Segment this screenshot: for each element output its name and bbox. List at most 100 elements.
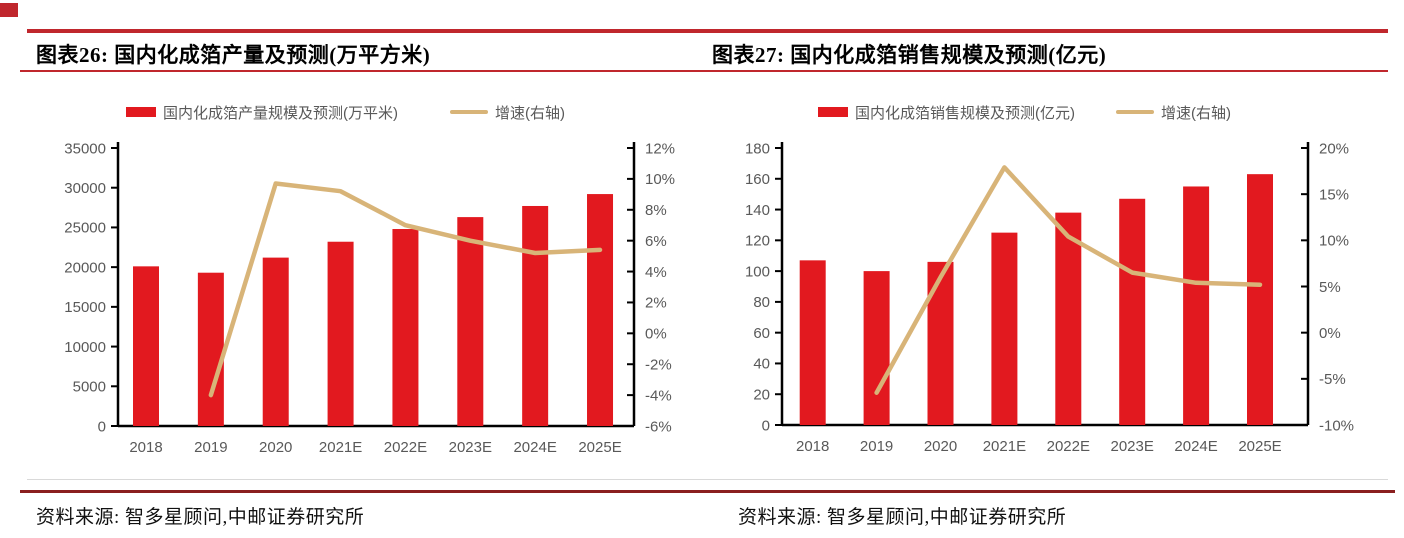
right-axis-tick-label: -2% (645, 356, 672, 373)
growth-line (874, 165, 1263, 395)
figure-26-title: 图表26: 国内化成箔产量及预测(万平方米) (36, 43, 431, 67)
bar-2018 (133, 266, 159, 426)
left-axis-tick-label: 5000 (73, 379, 106, 396)
bar-series-swatch-icon (126, 107, 156, 117)
bar-series-swatch-icon (818, 107, 848, 117)
legend-sales-growth: 增速(右轴) (1116, 103, 1231, 122)
right-axis-tick-label: -6% (645, 418, 672, 435)
x-axis-tick-label: 2020 (259, 439, 292, 456)
bar-2025E (587, 194, 614, 426)
line-series-swatch-icon (450, 109, 488, 115)
bar-2020 (262, 257, 289, 426)
right-axis-tick-label: 5% (1319, 279, 1341, 296)
x-axis-tick-label: 2024E (1174, 438, 1217, 455)
right-axis-tick-label: 15% (1319, 186, 1349, 203)
right-axis-tick-label: 12% (645, 140, 675, 157)
x-axis-tick-label: 2020 (924, 438, 957, 455)
legend-label: 增速(右轴) (1161, 104, 1231, 122)
line-series-swatch-icon (1116, 109, 1154, 115)
right-axis-tick-label: -10% (1319, 417, 1354, 434)
corner-accent-block (0, 3, 18, 17)
right-axis-tick-label: 20% (1319, 140, 1349, 157)
x-axis-tick-label: 2019 (194, 439, 227, 456)
production-combo-chart: 0 5000 10000 15000 20000 25000 30000 35000 -6% -4… (64, 140, 675, 456)
bar-2020 (927, 261, 954, 425)
left-axis-tick-label: 20000 (64, 259, 106, 276)
left-axis-tick-label: 20 (753, 386, 770, 403)
left-axis-tick-label: 40 (753, 356, 770, 373)
left-axis-tick-label: 30000 (64, 180, 106, 197)
right-axis-tick-label: -5% (1319, 371, 1346, 388)
left-axis-tick-label: 100 (745, 263, 770, 280)
sales-combo-chart: 0 20 40 60 80 100 120 140 160 180 -10% -5% 0% 5% 10% 15… (745, 140, 1354, 455)
right-axis-tick-label: 6% (645, 233, 667, 250)
panel-production-chart: 图表26: 国内化成箔产量及预测(万平方米) 国内化成箔产量规模及预测(万平米)… (36, 43, 675, 528)
left-axis-tick-label: 10000 (64, 339, 106, 356)
x-axis-tick-label: 2025E (1238, 438, 1281, 455)
legend-label: 国内化成箔产量规模及预测(万平米) (163, 104, 398, 122)
right-axis-tick-label: 10% (645, 171, 675, 188)
left-axis: 0 20 40 60 80 100 120 140 160 180 (745, 140, 782, 434)
x-axis-tick-label: 2022E (1047, 438, 1090, 455)
panel-sales-chart: 图表27: 国内化成箔销售规模及预测(亿元) 国内化成箔销售规模及预测(亿元) … (702, 0, 1404, 538)
left-axis-tick-label: 160 (745, 171, 770, 188)
x-axis-tick-label: 2022E (384, 439, 427, 456)
x-axis-tick-label: 2018 (129, 439, 162, 456)
left-axis-tick-label: 0 (762, 417, 770, 434)
x-axis-tick-label: 2019 (860, 438, 893, 455)
bars-series (133, 194, 614, 426)
x-axis-tick-label: 2021E (319, 439, 362, 456)
bar-2022E (1055, 212, 1082, 425)
legend-label: 国内化成箔销售规模及预测(亿元) (855, 104, 1075, 122)
right-axis-tick-label: 2% (645, 295, 667, 312)
bar-2018 (799, 260, 826, 425)
legend-production-bars: 国内化成箔产量规模及预测(万平米) (126, 103, 398, 122)
right-axis-tick-label: 0% (645, 326, 667, 343)
right-axis-tick-label: -4% (645, 387, 672, 404)
left-axis-tick-label: 60 (753, 325, 770, 342)
x-axis-tick-label: 2023E (1111, 438, 1154, 455)
legend-sales-bars: 国内化成箔销售规模及预测(亿元) (818, 103, 1075, 122)
x-axis-labels: 2018 2019 2020 2021E 2022E 2023E 2024E 2025E (796, 438, 1282, 455)
bar-2019 (197, 272, 224, 426)
left-axis-tick-label: 180 (745, 140, 770, 157)
x-axis-tick-label: 2025E (578, 439, 621, 456)
left-axis-tick-label: 15000 (64, 299, 106, 316)
bars-series (799, 174, 1273, 425)
growth-line (208, 181, 603, 398)
left-axis-tick-label: 35000 (64, 140, 106, 157)
bar-2024E (1183, 186, 1210, 425)
bar-2019 (863, 271, 890, 425)
bar-2021E (991, 232, 1018, 425)
x-axis-labels: 2018 2019 2020 2021E 2022E 2023E 2024E 2025E (129, 439, 621, 456)
legend-production-growth: 增速(右轴) (450, 103, 565, 122)
source-note-right: 资料来源: 智多星顾问,中邮证券研究所 (738, 507, 1067, 528)
bar-2021E (327, 241, 354, 426)
bar-2023E (1119, 198, 1146, 425)
left-axis-tick-label: 140 (745, 202, 770, 219)
right-axis-tick-label: 10% (1319, 233, 1349, 250)
left-axis-tick-label: 25000 (64, 220, 106, 237)
left-axis-tick-label: 0 (98, 418, 106, 435)
left-axis: 0 5000 10000 15000 20000 25000 30000 35000 (64, 140, 118, 435)
source-divider-rule (20, 490, 1395, 493)
right-axis-tick-label: 0% (1319, 325, 1341, 342)
left-axis-tick-label: 120 (745, 233, 770, 250)
bar-2023E (457, 217, 484, 426)
bar-2022E (392, 229, 419, 426)
source-note-left: 资料来源: 智多星顾问,中邮证券研究所 (36, 507, 365, 528)
bar-2025E (1247, 174, 1273, 425)
x-axis-tick-label: 2023E (449, 439, 492, 456)
right-axis-tick-label: 4% (645, 264, 667, 281)
legend-label: 增速(右轴) (495, 104, 565, 122)
bar-2024E (522, 205, 549, 426)
left-axis-tick-label: 80 (753, 294, 770, 311)
right-axis: -6% -4% -2% 0% 2% 4% 6% 8% 10% 12% (627, 140, 675, 435)
x-axis-tick-label: 2021E (983, 438, 1026, 455)
chart-bottom-hairline (27, 479, 1388, 480)
header-top-rule (27, 29, 1388, 33)
title-bottom-rule (20, 70, 1388, 72)
x-axis-tick-label: 2024E (513, 439, 556, 456)
figure-27-title: 图表27: 国内化成箔销售规模及预测(亿元) (712, 43, 1107, 67)
x-axis-tick-label: 2018 (796, 438, 829, 455)
